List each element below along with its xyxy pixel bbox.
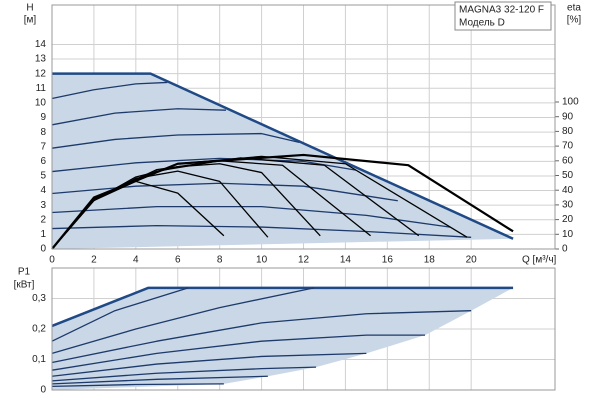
y2-label: eta [567, 3, 581, 14]
y-tick-label: 11 [36, 83, 47, 94]
performance-curve [51, 334, 426, 371]
y2-tick-label: 100 [562, 97, 579, 108]
performance-curve [52, 72, 514, 240]
x-tick-label: 8 [217, 255, 223, 266]
performance-curve [51, 352, 367, 377]
y2-tick-label: 60 [562, 155, 574, 166]
y2-tick-label: 90 [562, 111, 574, 122]
model-subtitle: Модель D [459, 18, 505, 29]
y-unit: [кВт] [14, 280, 35, 291]
x-tick-label: 6 [175, 255, 181, 266]
y2-tick-label: 0 [562, 244, 568, 255]
y2-tick-label: 10 [562, 229, 574, 240]
y-unit: [м] [24, 15, 37, 26]
y-tick-label: 14 [35, 39, 47, 50]
performance-curve [51, 310, 472, 364]
performance-curve [51, 287, 315, 355]
y2-tick-label: 40 [562, 185, 574, 196]
x-tick-label: 20 [466, 255, 478, 266]
legend-box [454, 1, 552, 31]
x-tick-label: 0 [49, 255, 55, 266]
x-tick-label: 2 [91, 255, 97, 266]
performance-curve [51, 157, 357, 173]
performance-curve [51, 132, 300, 149]
x-tick-label: 4 [133, 255, 139, 266]
performance-curve [51, 366, 317, 382]
performance-curve [51, 81, 168, 100]
y-tick-label: 9 [40, 112, 46, 123]
y-tick-label: 0 [40, 385, 46, 396]
x-tick-label: 10 [256, 255, 268, 266]
performance-curve [51, 108, 226, 126]
y2-tick-label: 50 [562, 170, 574, 181]
y-tick-label: 2 [40, 214, 46, 225]
y-label: P1 [18, 267, 31, 278]
y-tick-label: 0 [40, 244, 46, 255]
x-tick-label: 12 [298, 255, 310, 266]
efficiency-curve [51, 153, 514, 250]
performance-curve [51, 286, 514, 328]
x-tick-label: 16 [382, 255, 394, 266]
y2-tick-label: 30 [562, 200, 574, 211]
y2-tick-label: 70 [562, 141, 574, 152]
y-tick-label: 0,2 [32, 324, 46, 335]
plot-frame [51, 4, 556, 250]
performance-curve [51, 205, 451, 228]
y-tick-label: 7 [40, 141, 46, 152]
y-tick-label: 10 [35, 98, 47, 109]
y2-unit: [%] [567, 15, 582, 26]
y-tick-label: 4 [40, 185, 46, 196]
x-tick-label: 18 [424, 255, 436, 266]
y2-tick-label: 20 [562, 214, 574, 225]
x-tick-label: 14 [340, 255, 352, 266]
performance-curve [51, 375, 268, 385]
y2-tick-label: 80 [562, 126, 574, 137]
y-label: H [26, 3, 33, 14]
y-tick-label: 0,1 [32, 354, 46, 365]
performance-curve [51, 383, 224, 387]
performance-curve [51, 224, 472, 238]
model-title: MAGNA3 32-120 F [459, 5, 544, 16]
performance-curve [51, 287, 189, 342]
y-tick-label: 6 [40, 156, 46, 167]
y-tick-label: 0,3 [32, 293, 46, 304]
y-tick-label: 12 [35, 68, 47, 79]
plot-frame [51, 267, 556, 391]
y-tick-label: 3 [40, 200, 46, 211]
performance-curve [51, 182, 398, 202]
y-tick-label: 5 [40, 171, 46, 182]
y-tick-label: 1 [40, 229, 46, 240]
y-tick-label: 13 [35, 54, 47, 65]
y-tick-label: 8 [40, 127, 46, 138]
x-label: Q [м³/ч] [522, 255, 557, 266]
